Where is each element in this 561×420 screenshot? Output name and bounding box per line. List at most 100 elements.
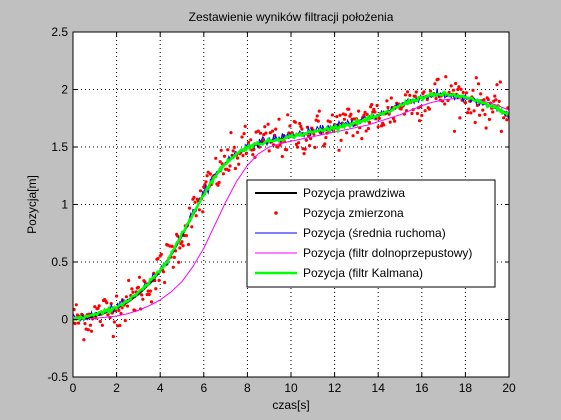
measured-point — [399, 107, 403, 111]
measured-point — [393, 119, 397, 123]
measured-point — [457, 85, 461, 89]
x-tick-label: 18 — [459, 381, 473, 395]
measured-point — [258, 131, 263, 135]
measured-point — [349, 112, 353, 116]
measured-point — [355, 130, 360, 134]
measured-point — [364, 129, 368, 133]
measured-point — [351, 134, 355, 138]
measured-point — [149, 300, 154, 304]
measured-point — [389, 96, 393, 100]
measured-point — [491, 110, 495, 114]
measured-point — [476, 82, 481, 86]
measured-point — [474, 76, 478, 80]
measured-point — [280, 154, 284, 159]
measured-point — [148, 289, 152, 293]
measured-point — [495, 83, 499, 87]
measured-point — [338, 113, 342, 117]
measured-point — [276, 145, 280, 149]
measured-point — [461, 90, 465, 95]
measured-point — [299, 124, 303, 129]
measured-point — [197, 208, 201, 212]
measured-point — [471, 88, 475, 92]
measured-point — [403, 93, 407, 97]
measured-point — [406, 90, 410, 94]
measured-point — [414, 90, 418, 94]
measured-point — [304, 138, 308, 142]
measured-point — [316, 119, 320, 123]
measured-point — [256, 129, 260, 133]
measured-point — [228, 164, 232, 168]
measured-point — [345, 131, 349, 135]
measured-point — [117, 308, 121, 312]
measured-point — [136, 285, 140, 289]
measured-point — [377, 116, 381, 120]
measured-point — [88, 323, 92, 327]
measured-point — [268, 131, 272, 135]
measured-point — [159, 252, 163, 256]
measured-point — [76, 321, 81, 325]
measured-point — [236, 156, 240, 160]
measured-point — [473, 120, 477, 125]
measured-point — [246, 140, 251, 145]
measured-point — [481, 108, 485, 112]
legend: Pozycja prawdziwa Pozycja zmierzona Pozycj… — [246, 179, 496, 288]
measured-point — [475, 103, 479, 107]
measured-point — [237, 162, 241, 166]
measured-point — [388, 120, 392, 124]
measured-point — [312, 132, 316, 136]
measured-point — [146, 289, 150, 293]
measured-point — [410, 111, 414, 116]
chart-title: Zestawienie wyników filtracji położenia — [189, 10, 394, 24]
measured-point — [288, 124, 292, 128]
measured-point — [286, 113, 290, 117]
y-tick-label: 0 — [61, 313, 68, 327]
measured-point — [330, 113, 334, 117]
measured-point — [428, 89, 433, 93]
measured-point — [190, 225, 194, 229]
measured-point — [184, 234, 188, 238]
measured-point — [243, 124, 247, 128]
measured-point — [217, 180, 221, 185]
measured-point — [111, 334, 115, 339]
measured-point — [360, 137, 364, 141]
measured-point — [302, 152, 306, 156]
measured-point — [147, 292, 151, 297]
measured-point — [469, 111, 473, 115]
measured-point — [328, 120, 332, 124]
measured-point — [198, 189, 203, 193]
measured-point — [459, 87, 463, 91]
y-tick-label: 2 — [61, 83, 68, 97]
y-tick-label: -0.5 — [47, 370, 68, 384]
measured-point — [170, 244, 174, 248]
y-tick-label: 2.5 — [51, 25, 68, 39]
measured-point — [458, 116, 462, 120]
measured-point — [444, 75, 448, 79]
measured-point — [502, 116, 506, 120]
measured-point — [499, 129, 503, 133]
measured-point — [317, 109, 321, 113]
series-layer — [73, 75, 509, 342]
series-kalman-line — [73, 90, 509, 323]
measured-point — [285, 148, 289, 152]
measured-point — [415, 111, 419, 116]
measured-point — [231, 149, 235, 153]
measured-point — [141, 297, 145, 301]
measured-point — [178, 246, 182, 250]
measured-point — [120, 306, 124, 310]
measured-point — [74, 303, 78, 307]
measured-point — [386, 105, 390, 110]
measured-point — [363, 110, 367, 114]
measured-point — [145, 292, 149, 297]
measured-point — [295, 145, 300, 149]
x-tick-label: 6 — [200, 381, 207, 395]
measured-point — [208, 172, 212, 176]
measured-point — [335, 115, 339, 119]
measured-point — [436, 77, 440, 81]
measured-point — [263, 125, 267, 129]
measured-point — [297, 141, 301, 145]
x-tick-label: 2 — [113, 381, 120, 395]
measured-point — [267, 149, 271, 153]
legend-label-3: Pozycja (średnia ruchoma) — [303, 226, 446, 240]
measured-point — [443, 102, 447, 106]
measured-point — [478, 113, 482, 117]
